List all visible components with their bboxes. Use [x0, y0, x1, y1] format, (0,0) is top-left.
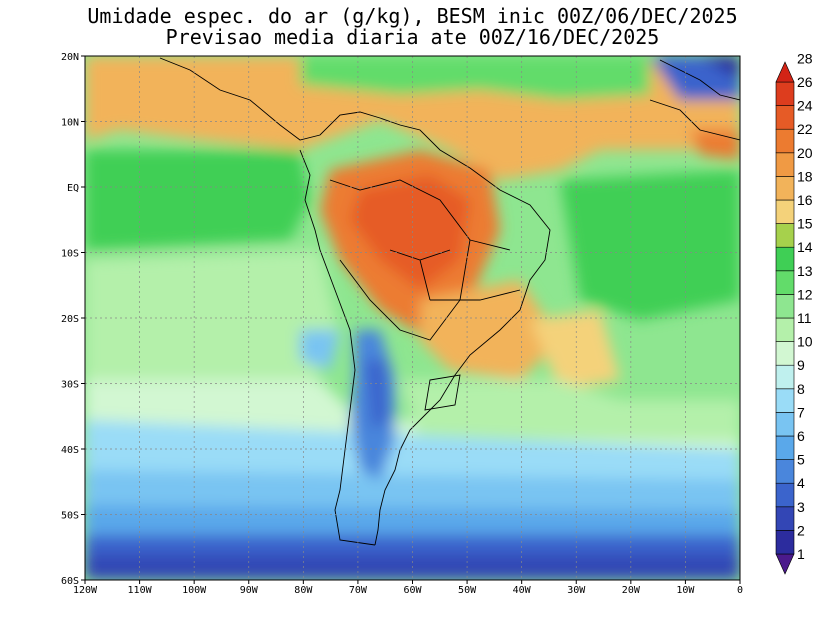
- axis-ticks: 120W 110W 100W 90W 80W 70W 60W 50W 40W 30W 20W 10W 0…: [61, 52, 743, 596]
- colorbar-segment: [775, 105, 795, 130]
- colorbar-label: 14: [797, 239, 813, 255]
- colorbar-label: 2: [797, 522, 805, 538]
- gridlines: [85, 56, 740, 580]
- tick-label-lat: 40S: [61, 445, 79, 456]
- colorbar-label: 6: [797, 428, 805, 444]
- colorbar-segment: [775, 459, 795, 484]
- colorbar-label: 8: [797, 381, 805, 397]
- colorbar-label: 1: [797, 546, 805, 562]
- tick-label-lat: 50S: [61, 511, 79, 522]
- tick-label-lon: 60W: [403, 585, 422, 596]
- colorbar-label: 18: [797, 168, 813, 184]
- colorbar-label: 24: [797, 98, 813, 114]
- chart-title-line2: Previsao media diaria ate 00Z/16/DEC/202…: [165, 25, 660, 49]
- colorbar-label: 15: [797, 216, 813, 232]
- colorbar-segment: [775, 294, 795, 319]
- tick-label-lon: 120W: [73, 585, 98, 596]
- tick-label-lat: EQ: [67, 183, 79, 194]
- tick-label-lat: 20N: [61, 52, 79, 63]
- colorbar-segment: [775, 482, 795, 508]
- colorbar-segment: [775, 61, 795, 83]
- colorbar-segment: [775, 270, 795, 295]
- tick-label-lon: 50W: [458, 585, 477, 596]
- colorbar-label: 7: [797, 404, 805, 420]
- tick-label-lon: 20W: [622, 585, 641, 596]
- tick-label-lon: 110W: [128, 585, 153, 596]
- colorbar-segment: [775, 152, 795, 177]
- tick-label-lon: 0: [737, 585, 743, 596]
- tick-label-lat: 30S: [61, 380, 79, 391]
- tick-label-lon: 10W: [676, 585, 695, 596]
- colorbar-label: 3: [797, 499, 805, 515]
- tick-label-lon: 90W: [240, 585, 259, 596]
- colorbar-segment: [775, 553, 795, 575]
- colorbar-segment: [775, 506, 795, 531]
- colorbar-label: 12: [797, 286, 813, 302]
- tick-label-lon: 70W: [349, 585, 368, 596]
- colorbar-segment: [775, 128, 795, 154]
- colorbar-label: 20: [797, 145, 813, 161]
- colorbar-label: 11: [797, 310, 812, 326]
- colorbar-segment: [775, 341, 795, 366]
- colorbar-label: 22: [797, 121, 813, 137]
- colorbar-segment: [775, 81, 795, 106]
- colorbar-segment: [775, 246, 795, 272]
- colorbar-segment: [775, 199, 795, 224]
- colorbar-label: 26: [797, 74, 813, 90]
- colorbar-segment: [775, 317, 795, 342]
- colorbar-segment: [775, 364, 795, 390]
- colorbar-label: 16: [797, 192, 813, 208]
- colorbar-segment: [775, 435, 795, 460]
- tick-label-lat: 10N: [61, 118, 79, 129]
- colorbar-label: 4: [797, 475, 805, 491]
- colorbar-label: 9: [797, 357, 805, 373]
- tick-label-lat: 10S: [61, 249, 79, 260]
- tick-label-lon: 30W: [567, 585, 586, 596]
- colorbar-segment: [775, 176, 795, 201]
- colorbar-segment: [775, 223, 795, 248]
- tick-label-lat: 20S: [61, 314, 79, 325]
- tick-label-lon: 100W: [182, 585, 207, 596]
- colorbar-label: 28: [797, 50, 813, 66]
- tick-label-lon: 40W: [513, 585, 532, 596]
- chart-title-line1: Umidade espec. do ar (g/kg), BESM inic 0…: [87, 4, 738, 28]
- colorbar-label: 13: [797, 263, 813, 279]
- tick-label-lon: 80W: [294, 585, 313, 596]
- colorbar-segment: [775, 388, 795, 413]
- tick-label-lat: 60S: [61, 576, 79, 587]
- colorbar-label: 10: [797, 334, 813, 350]
- colorbar-segment: [775, 530, 795, 555]
- colorbar-segment: [775, 412, 795, 437]
- colorbar-label: 5: [797, 452, 805, 468]
